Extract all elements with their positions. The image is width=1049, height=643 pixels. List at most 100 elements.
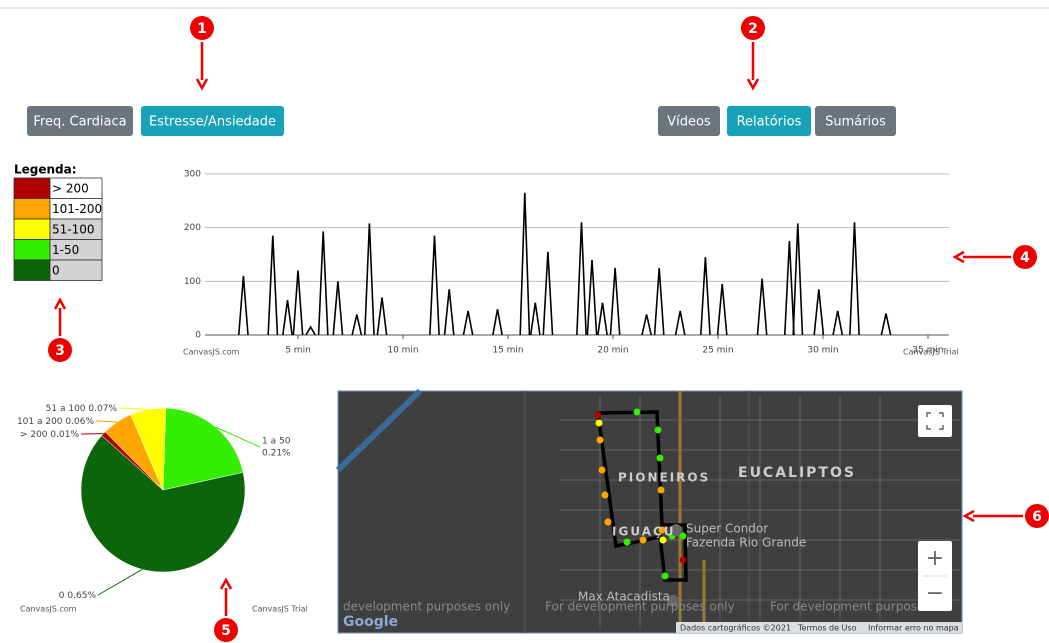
callout-number: 3 [55,343,65,359]
callout-badge [190,16,214,40]
callout-badge [1013,245,1037,269]
zoom-out[interactable]: − [926,581,944,606]
legend-swatch [13,218,51,240]
line-spike [641,314,653,336]
pie-category: 101 a 200 [17,417,63,427]
tab-button-label[interactable]: Estresse/Ansiedade [149,115,276,130]
nav-button-label[interactable]: Sumários [825,115,886,130]
line-spike [576,222,587,336]
tile-edge [524,391,750,633]
streets [560,395,960,630]
pie-slice [80,435,246,573]
legend-label: 101-200 [52,202,102,216]
legend-label: 51-100 [52,223,95,237]
pie-label: > 200 0.01% [20,430,80,440]
line-spike [849,222,860,336]
line-spike [462,310,474,336]
chart-watermark: CanvasJS Trial [903,348,959,357]
y-tick-label: 300 [184,170,201,180]
callout-number: 5 [221,623,231,639]
pie-value-label: 0.65% [67,591,96,601]
pie-value-label: 0.21% [262,449,291,459]
fullscreen-button[interactable] [918,405,952,437]
pie-category: > 200 [20,430,48,440]
line-spike [492,309,503,336]
legend-title: Legenda: [14,163,77,177]
pie-label: 0 0.65% [59,591,97,601]
line-spike [542,251,554,336]
callout-arrow [53,297,67,336]
map-label: IGUAÇU [612,525,676,539]
tab-button[interactable] [141,106,284,136]
poi-icon [667,595,679,607]
callout-badge [1025,504,1049,528]
x-tick-label: 15 min [492,346,523,356]
callout-number: 1 [197,21,207,37]
line-spike [429,235,440,336]
pie-value-label: 0.07% [88,404,117,414]
map-watermark: For development purposes only [545,600,735,614]
line-spike [363,223,375,336]
line-spike [756,278,768,336]
route-points [594,408,687,580]
map-watermark: development purposes only [343,600,510,614]
nav-button[interactable] [815,106,896,136]
line-spike [783,241,795,336]
callout-badge [48,338,72,362]
line-spike [305,325,316,336]
pie-label: 101 a 200 0.06% [17,417,95,427]
x-tick-label: 5 min [285,346,311,356]
map-label: EUCALIPTOS [738,465,856,481]
map-label: Fazenda Rio Grande [686,536,806,550]
map-footer-text[interactable]: Termos de Uso [797,624,857,633]
callout-badge [214,618,238,642]
pie-category: 51 a 100 [46,404,86,414]
map-watermark: For development purpose [770,600,924,614]
tab-button-label[interactable]: Freq. Cardiaca [33,115,126,130]
map-label: Max Atacadista [578,590,670,604]
legend-label: > 200 [52,182,89,196]
line-spike [376,297,388,336]
callout-number: 4 [1020,250,1030,266]
map-footer-text[interactable]: Informar erro no mapa [868,624,959,633]
legend-swatch [13,259,51,281]
pie-category: 0 [59,591,65,601]
y-tick-label: 100 [184,277,201,287]
callout-arrow [962,509,1023,523]
nav-button-label[interactable]: Relatórios [737,115,802,130]
map-logo: Google [343,614,398,630]
nav-button-label[interactable]: Vídeos [667,115,711,130]
x-tick-label: 25 min [702,346,733,356]
zoom-in[interactable]: + [926,546,944,571]
line-spike [519,192,531,336]
legend-swatch [13,177,51,199]
line-spike [653,267,665,336]
nav-button[interactable] [727,106,811,136]
line-spike [609,267,621,336]
pie-leader [97,568,143,596]
legend-swatch [13,198,51,220]
pie-leader [215,426,261,448]
pie-value-label: 0.01% [50,430,79,440]
pie-leader [118,407,148,410]
x-tick-label: 30 min [807,346,838,356]
callout-arrow [746,42,760,91]
line-spike [716,283,728,336]
pie-value-label: 0.06% [65,417,94,427]
fullscreen-icon [926,412,944,430]
line-spike [529,302,541,336]
callout-arrow [952,250,1011,264]
callout-number: 6 [1032,509,1042,525]
legend-cell [49,259,103,281]
line-spike [699,257,711,336]
y-tick-label: 0 [195,331,201,341]
x-tick-label: 35 min [912,346,943,356]
line-spike [832,310,844,336]
tab-button[interactable] [27,106,133,136]
map: PIONEIROS EUCALIPTOS IGUAÇU Super Condor… [335,388,963,634]
poi-icon [670,524,682,536]
nav-button[interactable] [658,106,720,136]
map-label: Super Condor [686,522,768,536]
line-spike [237,275,249,336]
